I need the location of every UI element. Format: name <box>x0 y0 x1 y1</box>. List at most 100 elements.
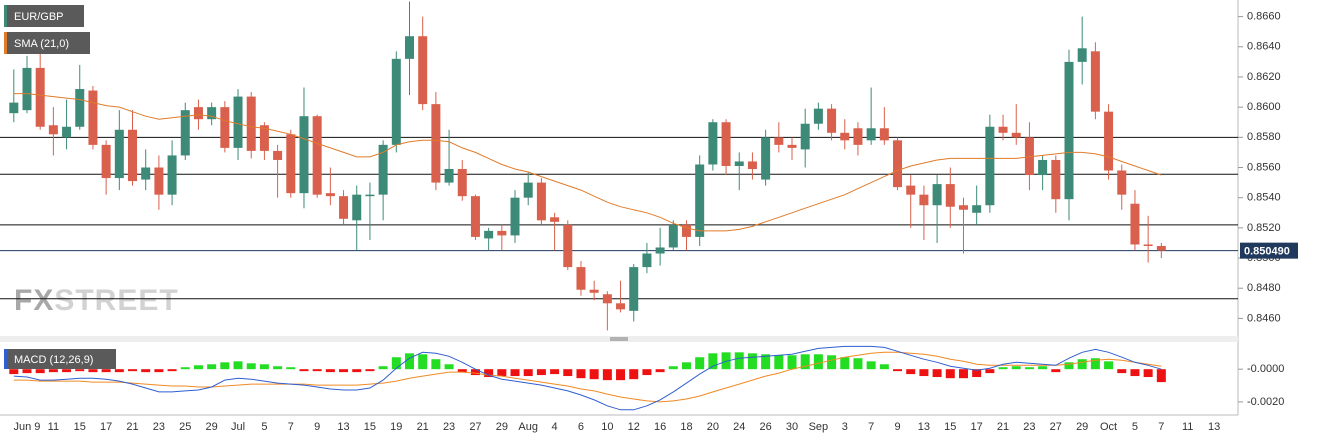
x-tick-label: 6 <box>578 421 584 433</box>
histogram-bar <box>22 369 32 374</box>
candle-body <box>391 58 401 145</box>
histogram-bar <box>457 369 467 373</box>
x-tick-label: 17 <box>100 421 112 433</box>
candle-body <box>312 116 322 195</box>
legend-box <box>4 349 116 369</box>
legend-swatch <box>4 349 7 369</box>
signal-line <box>13 351 1162 403</box>
x-tick-label: 4 <box>552 421 558 433</box>
histogram-bar <box>602 369 612 381</box>
candle-body <box>840 132 850 141</box>
candle-body <box>853 128 863 145</box>
x-tick-label: Aug <box>518 421 538 433</box>
watermark-street: STREET <box>54 284 178 317</box>
candle-body <box>167 155 177 195</box>
histogram-bar <box>62 369 72 373</box>
histogram-bar <box>734 352 744 370</box>
histogram-bar <box>985 369 995 374</box>
candle-body <box>339 196 349 219</box>
histogram-bar <box>945 369 955 379</box>
x-tick-label: 7 <box>1158 421 1164 433</box>
candle-body <box>35 67 45 127</box>
candle-body <box>589 289 599 293</box>
histogram-bar <box>998 367 1008 370</box>
candle-body <box>1024 137 1034 176</box>
histogram-bar <box>576 369 586 379</box>
y-tick-label: 0.8540 <box>1247 192 1281 204</box>
candle-body <box>668 224 678 248</box>
candle-body <box>325 193 335 197</box>
candle-body <box>378 144 388 195</box>
histogram-bar <box>9 369 19 375</box>
histogram-bar <box>88 369 98 373</box>
candle-body <box>523 182 533 198</box>
legend-title: MACD (12,26,9) <box>14 354 93 366</box>
histogram-bar <box>259 364 269 370</box>
x-tick-label: 15 <box>74 421 86 433</box>
histogram-bar <box>629 369 639 380</box>
x-tick-label: Sep <box>809 421 829 433</box>
candle-body <box>470 196 480 237</box>
histogram-bar <box>972 369 982 378</box>
candle-body <box>1143 244 1153 246</box>
candle-body <box>365 194 375 197</box>
legend-box <box>4 32 90 54</box>
macd-line <box>13 345 1162 411</box>
candle-body <box>418 36 428 105</box>
candle-body <box>893 140 903 188</box>
candle-body <box>761 137 771 180</box>
candle-body <box>1117 170 1127 195</box>
candle-body <box>616 303 626 310</box>
candle-body <box>1064 61 1074 200</box>
x-tick-label: 11 <box>1182 421 1193 433</box>
x-tick-label: 29 <box>1076 421 1088 433</box>
x-tick-label: 12 <box>628 421 640 433</box>
x-tick-label: 7 <box>868 421 874 433</box>
candle-body <box>576 267 586 290</box>
candle-body <box>1130 203 1140 245</box>
histogram-bar <box>154 369 164 373</box>
histogram-bar <box>616 369 626 381</box>
histogram-bar <box>470 369 480 376</box>
x-tick-label: 10 <box>601 421 613 433</box>
histogram-bar <box>787 355 797 370</box>
histogram-bar <box>128 369 138 372</box>
x-tick-label: 26 <box>760 421 772 433</box>
y-tick-label: 0.8620 <box>1247 71 1281 83</box>
x-tick-label: 15 <box>944 421 956 433</box>
histogram-bar <box>391 357 401 370</box>
y-tick-label: -0.0020 <box>1247 396 1284 408</box>
candle-body <box>879 128 889 141</box>
histogram-bar <box>866 361 876 370</box>
x-tick-label: Jul <box>231 421 245 433</box>
histogram-bar <box>906 369 916 375</box>
x-tick-label: 16 <box>654 421 666 433</box>
histogram-bar <box>813 354 823 370</box>
histogram-bar <box>932 369 942 378</box>
candle-body <box>695 164 705 237</box>
candle-body <box>774 137 784 145</box>
candle-body <box>906 185 916 195</box>
panel-separator <box>0 336 1238 342</box>
candle-body <box>299 116 309 194</box>
histogram-bar <box>893 369 903 372</box>
x-tick-label: 19 <box>390 421 402 433</box>
histogram-bar <box>405 353 414 370</box>
y-tick-label: 0.8640 <box>1247 41 1281 53</box>
candle-body <box>114 129 124 179</box>
candle-body <box>233 96 243 148</box>
histogram-bar <box>827 355 837 370</box>
histogram-bar <box>550 369 560 375</box>
histogram-bar <box>1104 361 1114 370</box>
histogram-bar <box>35 369 45 374</box>
candle-body <box>866 128 876 141</box>
histogram-bar <box>1011 366 1021 370</box>
candle-body <box>220 107 230 148</box>
histogram-bar <box>1077 359 1087 370</box>
candle-body <box>101 144 111 179</box>
candle-body <box>972 205 982 213</box>
legend-entry: SMA (21,0) <box>14 38 69 50</box>
x-tick-label: 13 <box>337 421 349 433</box>
candle-body <box>787 144 797 148</box>
histogram-bar <box>668 366 678 370</box>
